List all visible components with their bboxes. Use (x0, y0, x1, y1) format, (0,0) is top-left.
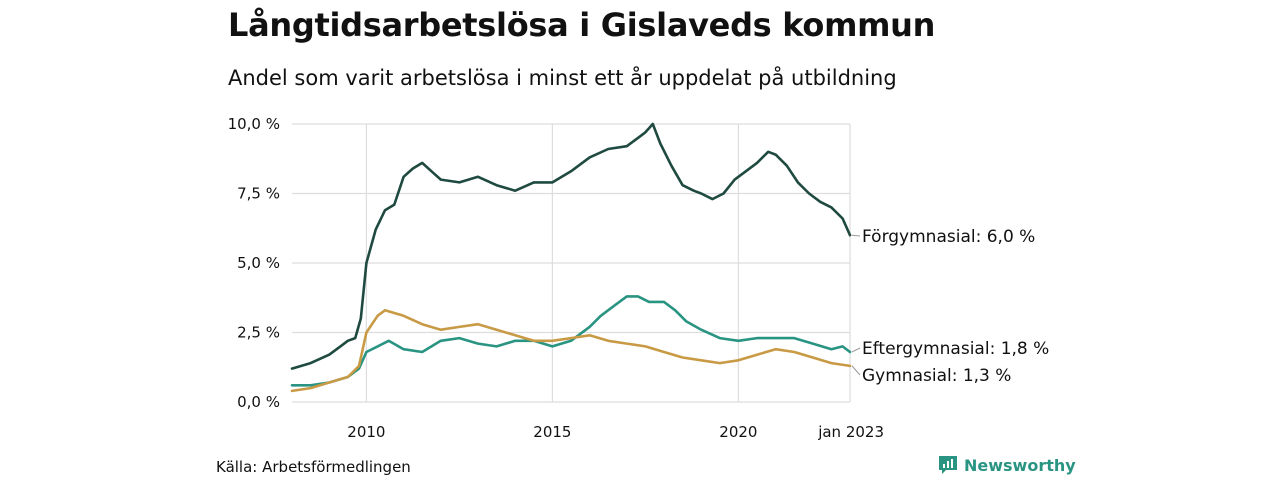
series-line-förgymnasial (290, 122, 852, 370)
axis-labels: 0,0 % 2,5 % 5,0 % 7,5 % 10,0 % 2010 2015 2020 ja… (228, 115, 884, 441)
series-label-leader (851, 234, 861, 237)
series-label-leader (851, 347, 861, 353)
series-end-label: Eftergymnasial: 1,8 % (862, 339, 1049, 359)
newsworthy-chart-icon (939, 456, 957, 474)
chart-subtitle: Andel som varit arbetslösa i minst ett å… (228, 66, 897, 90)
series-line-gymnasial (290, 308, 852, 393)
y-tick-label: 10,0 % (228, 115, 280, 133)
x-tick-label: 2010 (347, 423, 385, 441)
chart-title: Långtidsarbetslösa i Gislaveds kommun (228, 6, 936, 44)
series-end-label: Förgymnasial: 6,0 % (862, 227, 1035, 247)
series-label-leader (851, 365, 861, 376)
y-tick-label: 5,0 % (237, 254, 280, 272)
y-tick-label: 0,0 % (237, 393, 280, 411)
series-line-eftergymnasial (290, 295, 852, 387)
y-tick-label: 7,5 % (237, 185, 280, 203)
y-tick-label: 2,5 % (237, 324, 280, 342)
series-labels: Förgymnasial: 6,0 % Eftergymnasial: 1,8 %… (851, 227, 1049, 386)
brand-name: Newsworthy (964, 455, 1076, 475)
x-tick-label: jan 2023 (817, 423, 884, 441)
brand-logo: Newsworthy (938, 455, 1076, 475)
series-end-label: Gymnasial: 1,3 % (862, 366, 1011, 386)
series-lines (290, 122, 852, 393)
x-tick-label: 2015 (533, 423, 571, 441)
x-tick-label: 2020 (719, 423, 757, 441)
source-note: Källa: Arbetsförmedlingen (216, 458, 411, 476)
grid-lines (292, 123, 851, 403)
